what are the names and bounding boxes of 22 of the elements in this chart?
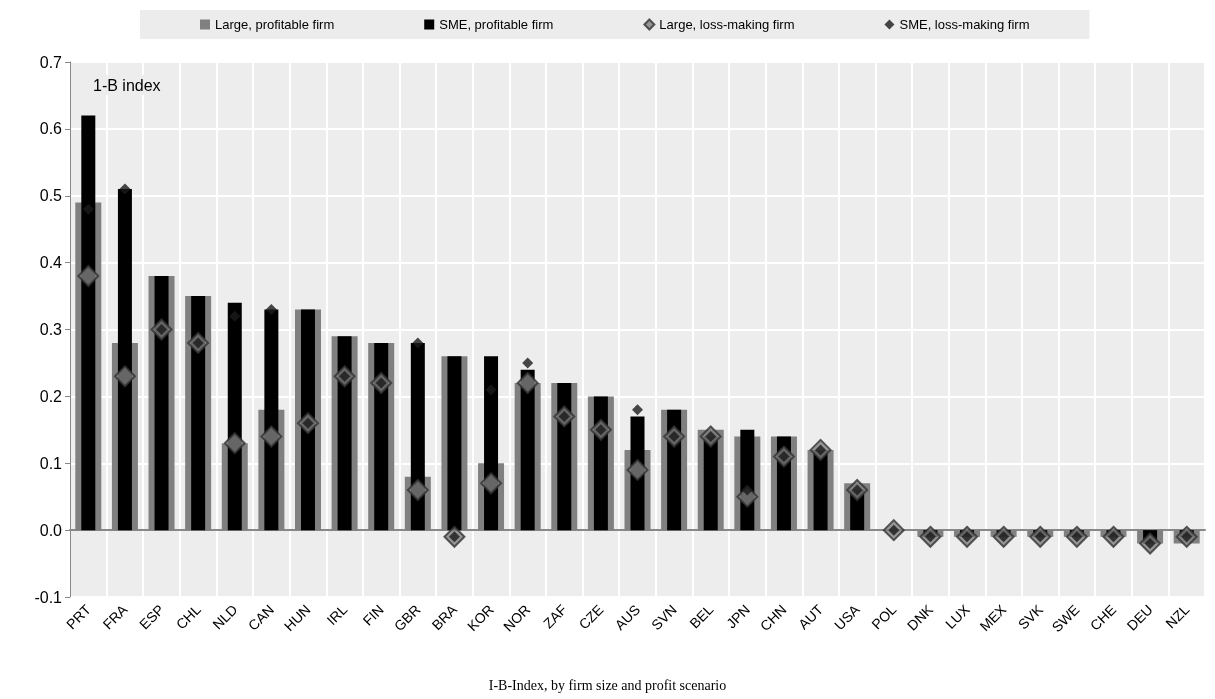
y-tick-label: 0.1 bbox=[39, 454, 63, 472]
y-tick-label: 0.7 bbox=[39, 53, 63, 71]
x-axis-title: I-B-Index, by firm size and profit scenario bbox=[488, 677, 727, 693]
legend-label: Large, loss-making firm bbox=[659, 17, 795, 32]
x-tick-label: IRL bbox=[323, 601, 351, 629]
annotation: 1-B index bbox=[93, 76, 161, 94]
y-tick-label: -0.1 bbox=[34, 588, 63, 606]
y-tick-label: 0.5 bbox=[39, 187, 63, 205]
y-tick-label: 0.6 bbox=[39, 120, 63, 138]
x-tick-label: FIN bbox=[359, 601, 387, 629]
y-tick-label: 0.4 bbox=[39, 254, 63, 272]
y-tick-label: 0.2 bbox=[39, 387, 63, 405]
x-tick-label: BEL bbox=[686, 601, 717, 632]
legend-label: SME, loss-making firm bbox=[899, 17, 1030, 32]
x-tick-label: POL bbox=[868, 601, 900, 633]
x-tick-label: USA bbox=[831, 600, 864, 633]
x-tick-label: NZL bbox=[1162, 601, 1193, 632]
x-tick-label: CHL bbox=[172, 601, 204, 633]
legend-label: Large, profitable firm bbox=[215, 17, 335, 32]
legend-label: SME, profitable firm bbox=[439, 17, 554, 32]
y-tick-label: 0.0 bbox=[39, 521, 63, 539]
y-tick-label: 0.3 bbox=[39, 321, 63, 338]
